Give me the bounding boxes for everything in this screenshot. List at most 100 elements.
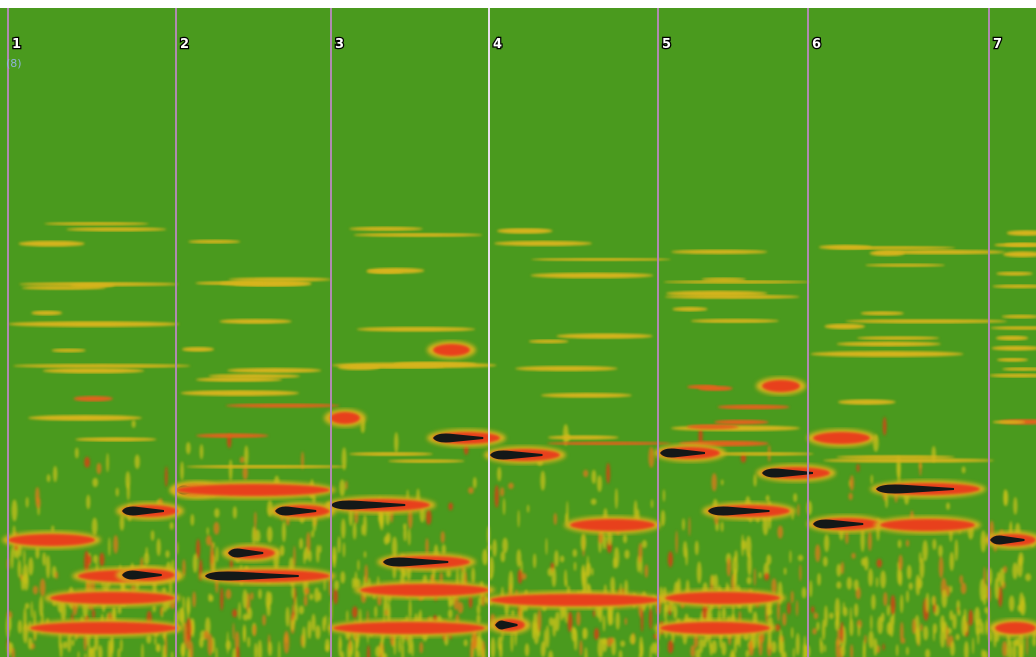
noise-dot: [53, 465, 58, 483]
noise-dot: [560, 555, 565, 563]
noise-dot: [873, 638, 878, 656]
noise-dot: [582, 571, 588, 591]
noise-dot: [1026, 632, 1029, 656]
harmonic: [995, 335, 1029, 341]
noise-dot: [547, 567, 553, 577]
noise-dot: [1019, 599, 1026, 616]
noise-dot: [771, 640, 777, 654]
noise-dot: [968, 609, 974, 626]
harmonic: [865, 263, 945, 267]
noise-dot: [648, 446, 655, 468]
noise-dot: [812, 627, 817, 635]
noise-dot: [579, 639, 583, 657]
noise-dot: [562, 424, 569, 446]
noise-dot: [597, 638, 604, 657]
noise-dot: [949, 551, 955, 572]
noise-dot: [309, 593, 314, 601]
noise-dot: [875, 576, 879, 588]
noise-dot: [846, 577, 852, 590]
noise-dot: [169, 521, 174, 530]
noise-dot: [303, 546, 309, 560]
harmonic: [349, 452, 433, 456]
noise-dot: [239, 456, 245, 464]
harmonic: [1003, 251, 1036, 258]
noise-dot: [165, 550, 170, 559]
noise-dot: [150, 530, 155, 541]
noise-dot: [457, 601, 464, 614]
top-border: [0, 0, 1036, 8]
noise-dot: [235, 646, 240, 657]
noise-dot: [215, 647, 218, 657]
note-body: [490, 594, 660, 606]
harmonic: [356, 326, 476, 332]
noise-dot: [285, 606, 290, 627]
noise-dot: [764, 572, 770, 581]
noise-dot: [17, 619, 23, 634]
noise-dot: [471, 567, 476, 584]
noise-dot: [492, 539, 497, 557]
noise-dot: [339, 638, 342, 649]
noise-dot: [941, 589, 948, 608]
noise-dot: [207, 633, 213, 656]
harmonic: [228, 277, 332, 282]
noise-dot: [340, 651, 345, 657]
harmonic: [8, 321, 180, 328]
noise-dot: [250, 592, 254, 601]
noise-dot: [862, 645, 866, 657]
noise-dot: [113, 535, 119, 554]
noise-dot: [836, 563, 842, 577]
noise-dot: [192, 553, 198, 573]
noise-dot: [108, 537, 111, 557]
noise-dot: [853, 579, 859, 591]
noise-dot: [824, 605, 828, 628]
noise-dot: [532, 553, 537, 569]
noise-dot: [829, 612, 834, 620]
note-core: [228, 548, 264, 558]
noise-dot: [164, 466, 168, 487]
noise-dot: [851, 552, 856, 559]
noise-dot: [161, 606, 164, 619]
noise-dot: [192, 591, 197, 608]
note-body: [360, 584, 489, 596]
noise-dot: [964, 640, 969, 657]
noise-dot: [842, 606, 848, 617]
noise-dot: [977, 628, 980, 645]
noise-dot: [213, 521, 220, 535]
noise-dot: [106, 453, 109, 473]
noise-dot: [895, 644, 899, 657]
bar-number: 3: [335, 37, 344, 52]
noise-dot: [593, 627, 600, 640]
noise-dot: [146, 634, 152, 644]
noise-dot: [311, 613, 316, 632]
noise-dot: [713, 574, 719, 591]
noise-dot: [860, 528, 865, 553]
harmonic: [1001, 314, 1036, 319]
noise-dot: [597, 475, 603, 493]
noise-dot: [23, 607, 27, 630]
note-core: [122, 570, 162, 580]
noise-dot: [902, 637, 906, 644]
noise-dot: [340, 518, 346, 540]
noise-dot: [125, 471, 131, 490]
noise-dot: [540, 641, 546, 657]
noise-dot: [941, 620, 946, 633]
noise-dot: [181, 642, 186, 657]
noise-dot: [767, 626, 772, 650]
noise-dot: [584, 646, 588, 657]
note-body: [660, 622, 770, 634]
noise-dot: [1008, 595, 1015, 612]
noise-dot: [960, 582, 967, 595]
noise-dot: [71, 639, 75, 647]
noise-dot: [186, 596, 191, 615]
noise-dot: [614, 488, 618, 510]
harmonic: [530, 272, 654, 279]
harmonic: [1002, 367, 1036, 371]
harmonic: [366, 269, 404, 274]
noise-dot: [290, 619, 295, 631]
noise-dot: [758, 631, 765, 644]
noise-dot: [251, 526, 256, 545]
noise-dot: [880, 570, 887, 589]
noise-dot: [446, 569, 452, 578]
noise-dot: [640, 609, 644, 633]
